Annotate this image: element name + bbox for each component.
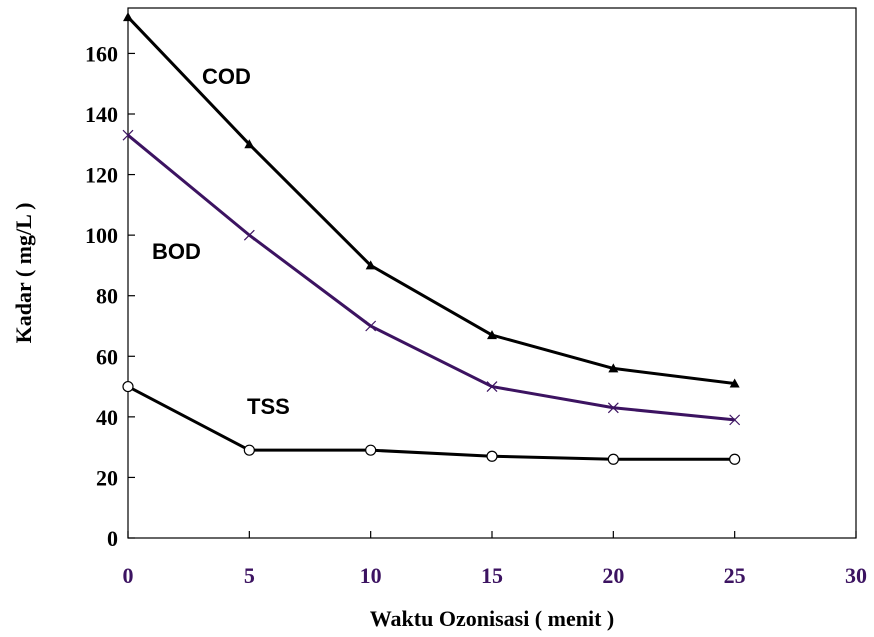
y-tick-label: 60 [96,344,118,369]
y-tick-label: 120 [85,163,118,188]
series-line-tss [127,385,735,461]
data-point-bod [243,229,255,241]
data-point-tss [486,450,498,462]
data-point-bod [729,414,741,426]
x-tick-label: 20 [602,563,624,588]
x-tick-label: 15 [481,563,503,588]
x-tick-label: 30 [845,563,867,588]
series-line-bod [127,134,735,422]
data-point-bod [122,129,134,141]
y-tick-label: 140 [85,102,118,127]
data-point-tss [365,444,377,456]
series-label-bod: BOD [152,239,201,264]
data-point-cod [608,363,619,373]
x-axis-title: Waktu Ozonisasi ( menit ) [370,606,614,631]
data-point-cod [729,378,740,388]
data-point-tss [243,444,255,456]
x-tick-label: 5 [244,563,255,588]
data-point-bod [607,402,619,414]
data-point-bod [486,381,498,392]
data-point-tss [607,453,619,465]
x-tick-label: 0 [123,563,134,588]
data-point-cod [123,12,133,22]
data-point-cod [244,139,255,149]
y-axis-title: Kadar ( mg/L ) [11,203,36,344]
data-point-tss [122,380,134,393]
y-tick-label: 80 [96,284,118,309]
data-point-tss [729,453,741,465]
y-tick-label: 0 [107,526,118,551]
series-label-tss: TSS [247,394,290,419]
series-group [122,12,741,465]
series-labels: COD BOD TSS [152,64,290,419]
y-tick-label: 160 [85,41,118,66]
x-tick-label: 25 [724,563,746,588]
data-point-cod [365,260,376,270]
data-point-cod [487,330,497,340]
y-tick-label: 40 [96,405,118,430]
series-label-cod: COD [202,64,251,89]
x-tick-label: 10 [360,563,382,588]
y-axis-ticks: 0 20 40 60 80 100 120 140 160 [85,41,135,551]
data-point-bod [365,320,377,332]
series-line-cod [126,16,735,386]
y-tick-label: 20 [96,465,118,490]
y-tick-label: 100 [85,223,118,248]
x-axis-ticks: 0 5 10 15 20 25 30 [123,531,867,588]
